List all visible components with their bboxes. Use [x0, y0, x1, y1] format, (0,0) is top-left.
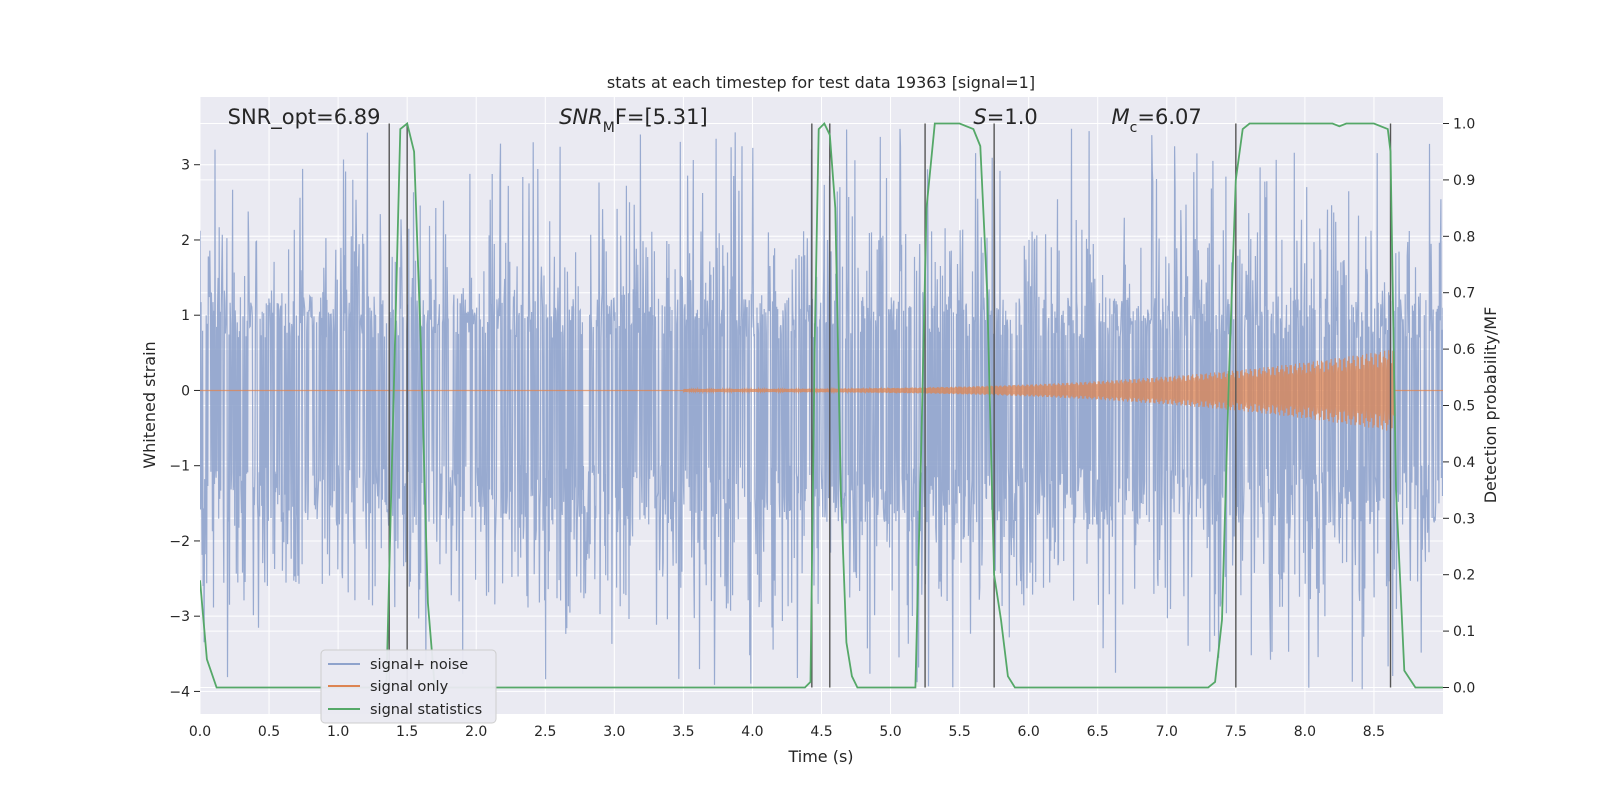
- y-tick-label: 3: [181, 158, 190, 174]
- y2-tick-label: 0.1: [1453, 624, 1475, 640]
- y2-tick-label: 0.9: [1453, 173, 1475, 189]
- y-tick-label: 0: [181, 383, 190, 399]
- data-layer: [200, 121, 1443, 690]
- legend-label-signal: signal only: [370, 679, 449, 695]
- y2-tick-label: 0.8: [1453, 229, 1475, 245]
- x-tick-label: 3.0: [603, 724, 625, 740]
- x-tick-label: 3.5: [672, 724, 694, 740]
- annotation-2: S=1.0: [973, 105, 1037, 129]
- y-tick-label: −3: [169, 609, 190, 625]
- y-tick-label: 2: [181, 233, 190, 249]
- y2-tick-label: 0.7: [1453, 286, 1475, 302]
- y-tick-label: −2: [169, 534, 190, 550]
- legend: signal+ noise signal only signal statist…: [320, 649, 497, 724]
- y-tick-label: 1: [181, 308, 190, 324]
- series-signal-statistics: [200, 121, 1443, 689]
- x-tick-label: 1.5: [396, 724, 418, 740]
- x-tick-label: 2.0: [465, 724, 487, 740]
- legend-label-noise: signal+ noise: [370, 657, 468, 673]
- x-tick-label: 0.0: [189, 724, 211, 740]
- ticks: 0.0 0.5 1.0 1.5 2.0 2.5 3.0 3.5 4.0 4.5 5.0 5.5 6.0 6…: [169, 117, 1475, 740]
- y2-tick-label: 0.2: [1453, 568, 1475, 584]
- y2-tick-label: 0.0: [1453, 680, 1475, 696]
- x-tick-label: 4.0: [741, 724, 763, 740]
- x-tick-label: 0.5: [258, 724, 280, 740]
- y-tick-label: −4: [169, 684, 190, 700]
- x-tick-label: 6.5: [1087, 724, 1109, 740]
- annotation-0: SNR_opt=6.89: [228, 105, 381, 130]
- x-tick-label: 8.0: [1294, 724, 1316, 740]
- x-tick-label: 5.0: [879, 724, 901, 740]
- legend-box: [320, 649, 497, 724]
- y2-tick-label: 0.6: [1453, 342, 1475, 358]
- x-tick-label: 7.5: [1225, 724, 1247, 740]
- x-tick-label: 7.0: [1156, 724, 1178, 740]
- y2-tick-label: 0.5: [1453, 399, 1475, 415]
- x-tick-label: 8.5: [1363, 724, 1385, 740]
- y-tick-label: −1: [169, 459, 190, 475]
- x-tick-label: 6.0: [1018, 724, 1040, 740]
- y2-tick-label: 0.3: [1453, 511, 1475, 527]
- x-tick-label: 1.0: [327, 724, 349, 740]
- x-tick-label: 5.5: [948, 724, 970, 740]
- x-axis-label: Time (s): [787, 747, 853, 766]
- y2-axis-label: Detection probability/MF: [1481, 307, 1500, 504]
- y-axis-label: Whitened strain: [140, 341, 159, 468]
- y2-tick-label: 1.0: [1453, 117, 1475, 133]
- x-tick-label: 4.5: [810, 724, 832, 740]
- legend-label-statistics: signal statistics: [370, 702, 482, 718]
- chart-title: stats at each timestep for test data 193…: [607, 73, 1035, 92]
- y2-tick-label: 0.4: [1453, 455, 1475, 471]
- x-tick-label: 2.5: [534, 724, 556, 740]
